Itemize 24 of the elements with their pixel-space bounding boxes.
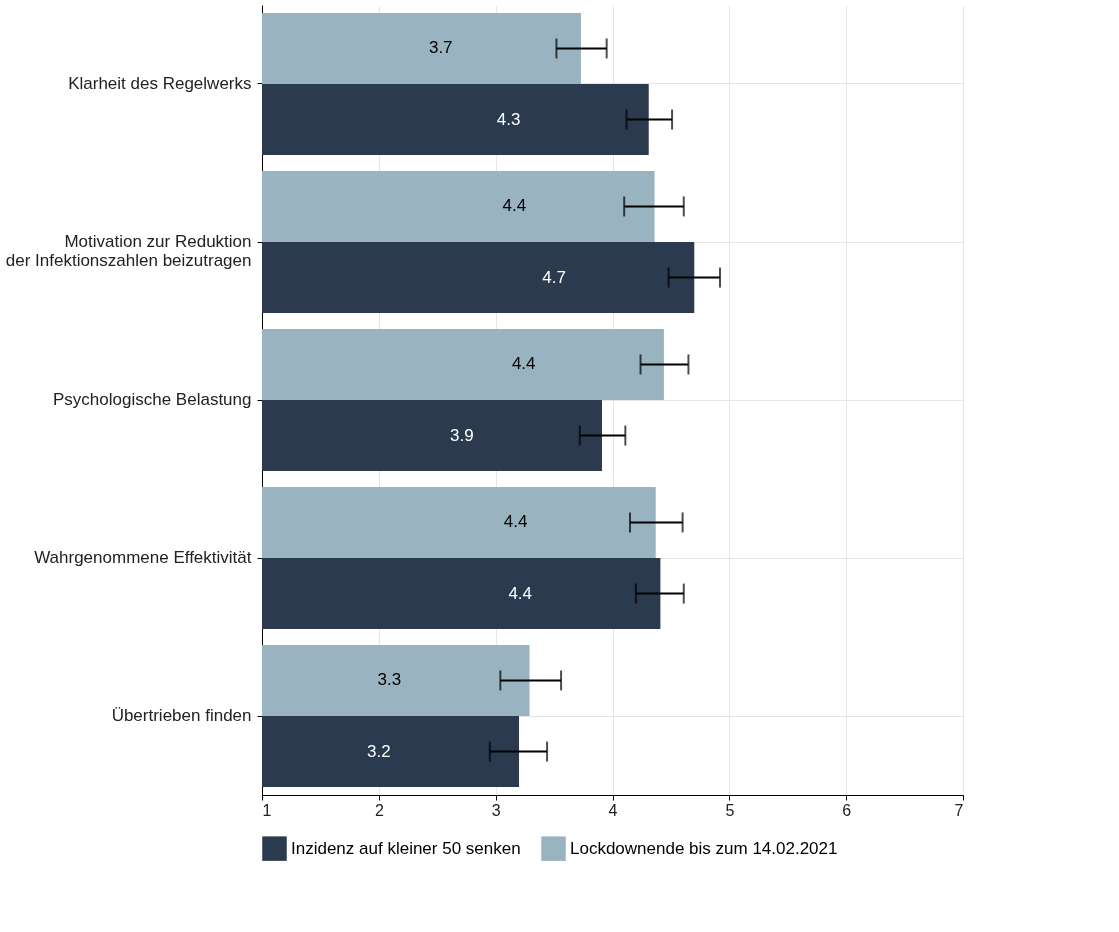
legend-label: Lockdownende bis zum 14.02.2021 — [570, 838, 838, 858]
x-tick-label: 4 — [608, 801, 618, 819]
data-label: 4.4 — [508, 583, 533, 603]
data-label: 4.4 — [511, 354, 536, 374]
data-label: 3.9 — [449, 425, 474, 445]
x-tick-label: 3 — [491, 801, 501, 819]
data-label: 3.7 — [428, 38, 453, 58]
x-tick-label: 5 — [725, 801, 735, 819]
y-tick-label: Übertrieben finden — [111, 706, 252, 725]
data-label: 4.4 — [502, 196, 527, 216]
x-tick-label: 2 — [374, 801, 384, 819]
y-tick-label: Psychologische Belastung — [53, 390, 252, 409]
data-label: 3.2 — [367, 741, 391, 761]
legend-label: Inzidenz auf kleiner 50 senken — [291, 838, 521, 858]
data-label: 3.3 — [377, 670, 402, 690]
x-tick-label: 7 — [954, 801, 964, 819]
data-label: 4.3 — [496, 109, 521, 129]
data-label: 4.4 — [503, 512, 528, 532]
y-tick-label: Klarheit des Regelwerks — [68, 74, 252, 93]
y-tick-label: Motivation zur Reduktion der Infektionszahlen beizutragen — [5, 232, 252, 270]
data-label: 4.7 — [542, 267, 566, 287]
x-tick-label: 1 — [262, 801, 272, 819]
y-tick-label: Wahrgenommene Effektivität — [34, 548, 252, 567]
x-tick-label: 6 — [842, 801, 852, 819]
